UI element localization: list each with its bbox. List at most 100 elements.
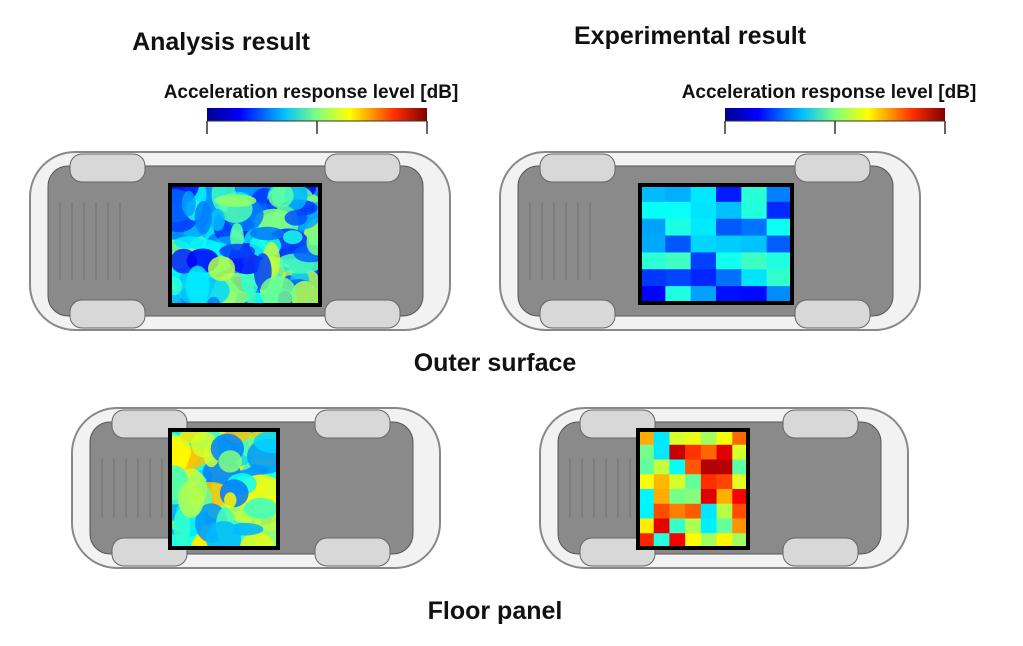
contour-blob (240, 532, 275, 548)
contour-blob (224, 492, 237, 509)
colorbar-label: Acceleration response level [dB] (682, 82, 977, 103)
grid-cell (665, 201, 692, 220)
grid-cell (766, 269, 793, 287)
grid-cell (716, 185, 742, 203)
grid-cell (685, 489, 702, 505)
grid-cell (690, 201, 717, 220)
grid-cell (716, 533, 733, 549)
grid-cell (716, 518, 733, 534)
grid-cell (716, 269, 742, 287)
grid-cell (669, 430, 686, 446)
grid-cell (638, 430, 655, 446)
grid-cell (685, 444, 702, 460)
wheel (782, 537, 859, 567)
grid-cell (741, 235, 768, 253)
wheel (324, 153, 401, 183)
contour-blob (254, 208, 293, 230)
contour-blob (178, 480, 204, 518)
grid-cell (653, 474, 670, 490)
grid-cell (732, 430, 749, 446)
contour-blob (173, 508, 191, 546)
contour-blob (271, 185, 294, 208)
grid-cell (653, 459, 670, 475)
contour-blob (174, 236, 205, 249)
contour-blob (194, 201, 212, 235)
row-label: Floor panel (428, 597, 563, 625)
grid-cell (665, 185, 692, 203)
wheel (794, 299, 871, 329)
grid-cell (653, 518, 670, 534)
contour-blob (290, 280, 319, 305)
grid-cell (741, 286, 768, 304)
grid-cell (640, 201, 666, 220)
wheel (69, 153, 146, 183)
grid-cell (716, 201, 742, 220)
grid-cell (640, 286, 666, 304)
grid-cell (700, 474, 718, 490)
wheel (314, 537, 391, 567)
wheel (794, 153, 871, 183)
grid-cell (766, 235, 793, 253)
grid-cell (653, 430, 670, 446)
contour-map (170, 430, 278, 548)
contour-blob (206, 521, 242, 548)
grid-cell (669, 444, 686, 460)
grid-cell (640, 252, 666, 270)
contour-blob (219, 243, 256, 259)
contour-blob (243, 497, 278, 519)
grid-cell (716, 252, 742, 270)
grid-cell (638, 474, 655, 490)
grid-cell (741, 201, 768, 220)
grid-cell (766, 286, 793, 304)
grid-cell (685, 503, 702, 519)
contour-blob (210, 208, 225, 231)
grid-cell (732, 489, 749, 505)
grid-cell (716, 459, 733, 475)
contour-blob (306, 228, 320, 256)
grid-cell (690, 252, 717, 270)
contour-blob (230, 222, 244, 251)
grid-cell (685, 474, 702, 490)
grid-cell (690, 269, 717, 287)
grid-cell (690, 218, 717, 237)
grid-cell (766, 185, 793, 203)
grid-cell (716, 444, 733, 460)
colorbar (725, 108, 945, 121)
contour-map (170, 185, 320, 305)
grid-cell (741, 218, 768, 237)
colorbar-label: Acceleration response level [dB] (164, 82, 459, 103)
grid-cell (665, 235, 692, 253)
grid-cell (741, 269, 768, 287)
contour-blob (185, 265, 210, 305)
wheel (539, 153, 616, 183)
grid-cell (685, 459, 702, 475)
grid-cell (741, 185, 768, 203)
row-label: Outer surface (414, 349, 577, 377)
grid-cell (665, 286, 692, 304)
grid-cell (700, 459, 718, 475)
grid-cell (685, 533, 702, 549)
grid-cell (716, 218, 742, 237)
contour-blob (218, 450, 242, 473)
contour-blob (170, 276, 183, 296)
grid-cell (665, 252, 692, 270)
grid-cell (669, 459, 686, 475)
contour-blob (284, 210, 308, 226)
grid-cell (669, 518, 686, 534)
contour-blob (206, 296, 221, 305)
grid-cell (638, 459, 655, 475)
grid-cell (690, 235, 717, 253)
grid-cell (669, 533, 686, 549)
grid-cell (638, 489, 655, 505)
panel-frame (636, 428, 750, 550)
grid-cell (669, 474, 686, 490)
grid-cell (638, 518, 655, 534)
grid-cell (700, 444, 718, 460)
grid-cell (716, 286, 742, 304)
grid-cell (665, 218, 692, 237)
wheel (539, 299, 616, 329)
grid-cell (716, 503, 733, 519)
contour-blob (253, 430, 278, 454)
wheel (69, 299, 146, 329)
